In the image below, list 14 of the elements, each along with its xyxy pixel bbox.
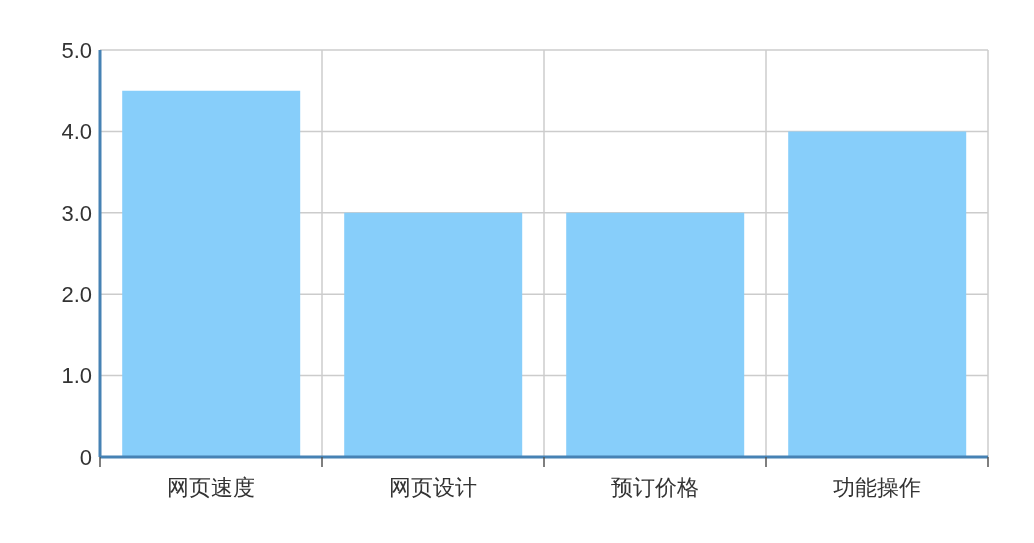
y-tick-label: 1.0: [61, 363, 92, 389]
x-tick-label: 预订价格: [611, 475, 699, 500]
y-tick-label: 2.0: [61, 282, 92, 308]
bar: [566, 212, 745, 457]
x-tick-label: 功能操作: [833, 475, 921, 500]
bar: [122, 90, 301, 457]
x-tick-label: 网页设计: [389, 475, 477, 500]
x-tick-label: 网页速度: [167, 475, 255, 500]
bar: [344, 212, 523, 457]
bar: [788, 131, 967, 457]
y-tick-label: 4.0: [61, 119, 92, 145]
y-tick-label: 0: [79, 444, 92, 470]
y-tick-label: 5.0: [61, 37, 92, 63]
y-tick-label: 3.0: [61, 200, 92, 226]
